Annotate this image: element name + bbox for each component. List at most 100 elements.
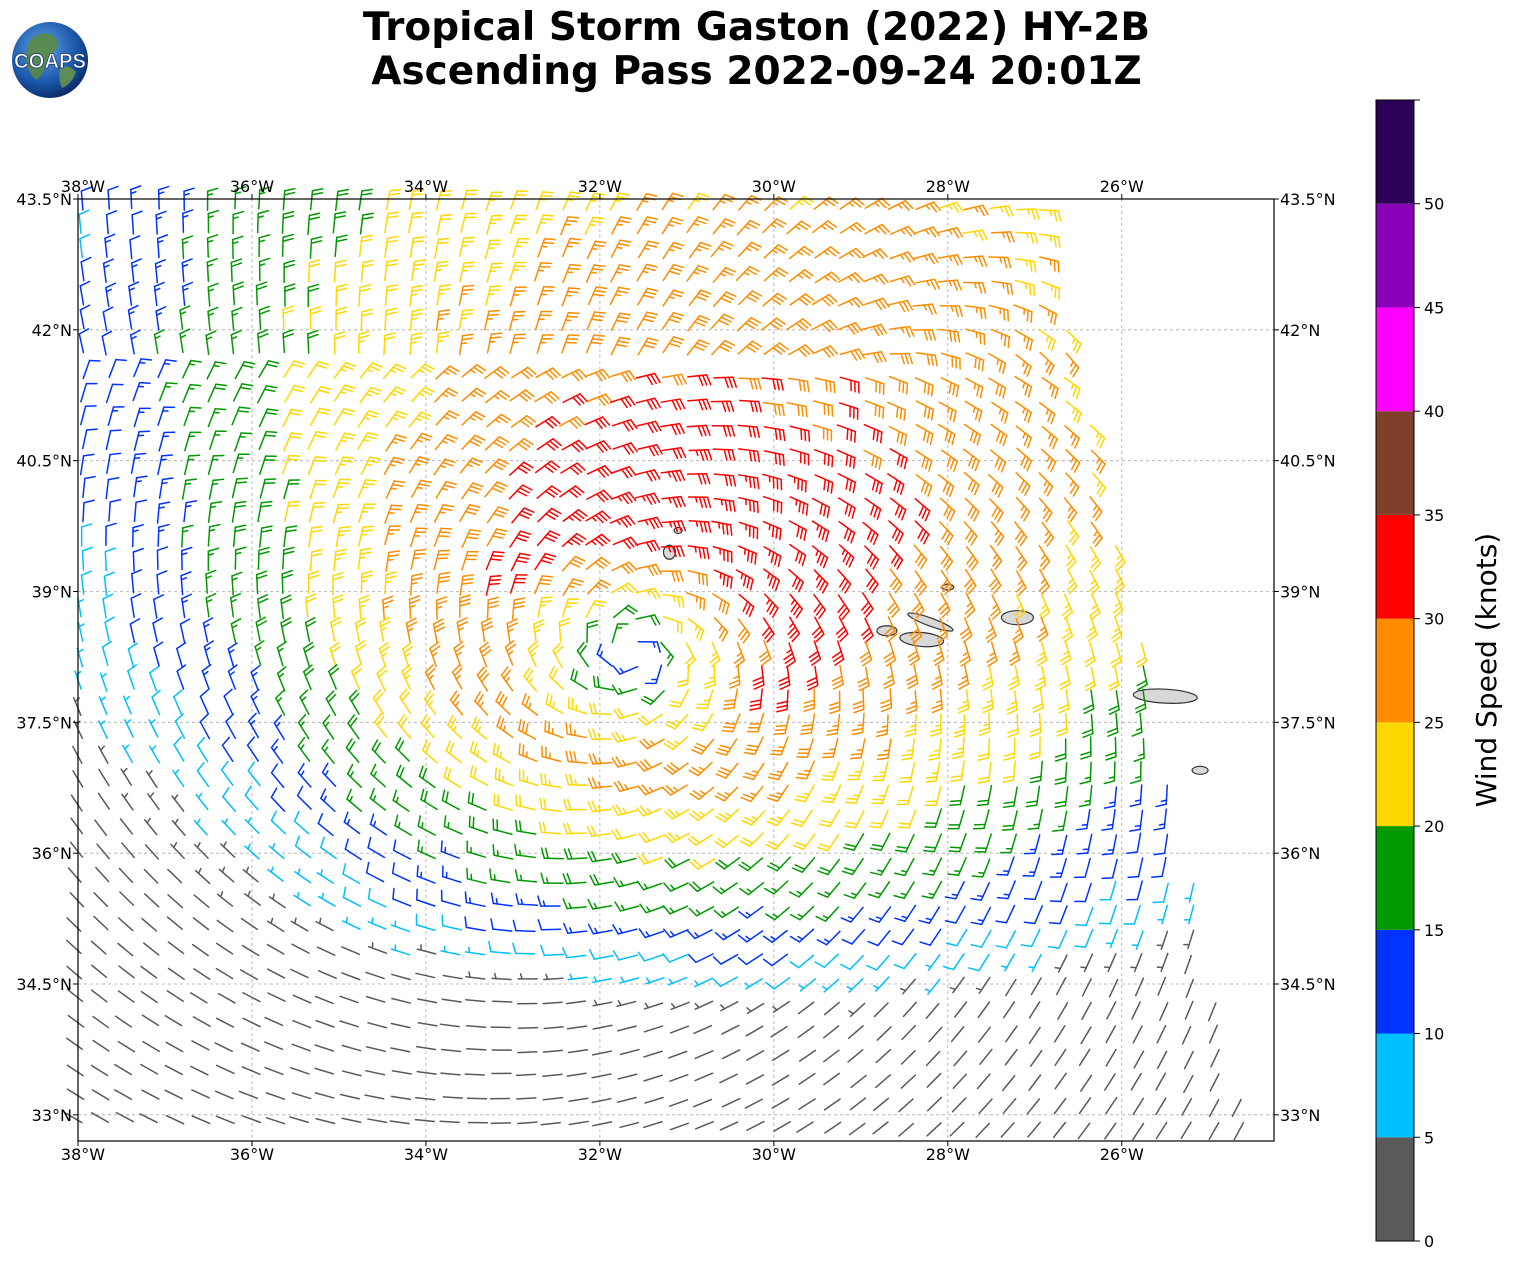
- wind-barb: [1155, 1097, 1167, 1116]
- wind-barb: [953, 714, 966, 738]
- wind-barb: [839, 197, 865, 210]
- wind-barb: [231, 571, 243, 596]
- wind-barb: [1105, 736, 1117, 761]
- wind-barb: [821, 761, 840, 781]
- wind-barb: [944, 905, 966, 924]
- wind-barb: [465, 998, 486, 1003]
- wind-barb: [883, 641, 897, 667]
- wind-barb: [357, 431, 379, 450]
- wind-barb: [232, 235, 244, 260]
- wind-barb: [1185, 978, 1194, 998]
- wind-barb: [495, 691, 511, 716]
- wind-barb: [335, 306, 348, 330]
- wind-barb: [763, 546, 782, 568]
- wind-barb: [636, 216, 659, 235]
- wind-barb: [451, 663, 463, 690]
- wind-barb: [880, 688, 893, 713]
- wind-barb: [410, 548, 427, 570]
- wind-barb: [763, 426, 786, 442]
- wind-barb: [796, 738, 814, 758]
- wind-barb: [964, 592, 976, 619]
- wind-barb: [77, 621, 85, 642]
- wind-barb: [405, 617, 418, 643]
- wind-barb: [258, 234, 271, 258]
- wind-barb: [662, 784, 688, 796]
- wind-barb: [977, 738, 991, 762]
- wind-barb: [270, 787, 286, 812]
- wind-barb: [710, 240, 734, 258]
- wind-barb: [1025, 785, 1041, 808]
- wind-barb: [989, 544, 1003, 571]
- wind-barb: [325, 690, 337, 716]
- wind-barb: [258, 525, 273, 548]
- wind-barb: [1092, 472, 1107, 498]
- wind-barb: [959, 641, 971, 667]
- wind-barb: [464, 891, 486, 908]
- continent-shape: [26, 33, 58, 80]
- wind-barb: [171, 818, 186, 836]
- wind-barb: [247, 761, 261, 787]
- wind-barb: [172, 769, 185, 788]
- wind-barb: [576, 641, 590, 668]
- lon-tick-label-top: 34°W: [404, 177, 448, 196]
- wind-barb: [192, 1016, 211, 1027]
- wind-barb: [141, 917, 158, 932]
- lat-tick-label-right: 37.5°N: [1280, 713, 1336, 732]
- wind-barb: [661, 495, 686, 508]
- wind-barb: [806, 665, 819, 691]
- lon-tick-label-top: 30°W: [752, 177, 796, 196]
- wind-barb: [662, 263, 685, 282]
- wind-barb: [117, 917, 134, 932]
- wind-barb: [926, 1122, 942, 1137]
- wind-barb: [1039, 256, 1060, 273]
- wind-barb: [181, 235, 194, 260]
- wind-barb: [509, 530, 532, 548]
- wind-barb: [592, 675, 615, 691]
- wind-barb: [296, 785, 312, 810]
- wind-barb: [360, 456, 381, 475]
- wind-barb: [153, 641, 164, 667]
- wind-barb: [894, 904, 917, 923]
- wind-barb: [710, 400, 735, 413]
- wind-barb: [800, 713, 816, 735]
- wind-barb: [688, 953, 714, 964]
- wind-barb: [357, 410, 380, 428]
- wind-barb: [662, 241, 685, 260]
- wind-barb: [231, 406, 251, 426]
- wind-barb: [255, 281, 268, 306]
- wind-barb: [585, 440, 612, 453]
- wind-barb: [1015, 546, 1028, 572]
- wind-barb: [765, 977, 791, 990]
- wind-barb: [1136, 665, 1148, 691]
- wind-barb: [1039, 351, 1055, 376]
- wind-barb: [1015, 353, 1032, 377]
- wind-barb: [1049, 858, 1067, 878]
- wind-barb: [728, 664, 741, 689]
- wind-barb: [660, 422, 685, 436]
- wind-barb: [141, 1089, 160, 1100]
- wind-barb: [996, 856, 1015, 876]
- wind-barb: [736, 219, 761, 236]
- wind-barb: [902, 1001, 918, 1018]
- wind-barb: [637, 516, 663, 530]
- wind-barb: [181, 281, 194, 307]
- wind-barb: [304, 616, 317, 643]
- wind-barb: [1038, 233, 1061, 248]
- wind-barb: [712, 291, 737, 308]
- wind-barb: [435, 480, 458, 499]
- wind-barb: [195, 792, 209, 811]
- wind-barb: [139, 1113, 158, 1124]
- wind-barb: [639, 903, 665, 914]
- wind-barb: [205, 569, 217, 594]
- wind-barb: [315, 917, 334, 932]
- wind-barb: [179, 305, 191, 330]
- wind-barb: [991, 328, 1011, 348]
- wind-barb: [762, 292, 788, 307]
- lon-tick-label-top: 38°W: [61, 177, 105, 196]
- wind-barb: [847, 1025, 864, 1040]
- wind-barb: [72, 696, 82, 717]
- wind-barb: [1101, 858, 1118, 880]
- wind-barb: [978, 712, 991, 736]
- wind-barb: [466, 1097, 488, 1100]
- wind-barb: [240, 917, 259, 931]
